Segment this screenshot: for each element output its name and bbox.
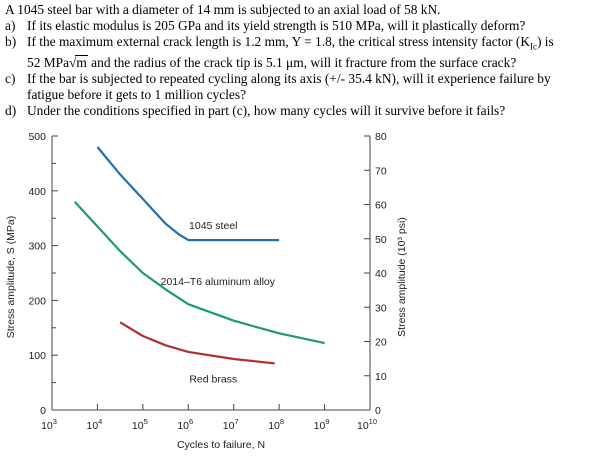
right-tick-label: 50 bbox=[375, 234, 387, 246]
bottom-tick-label: 1010 bbox=[357, 417, 377, 432]
tick-exponent: 4 bbox=[98, 417, 102, 426]
question-b-text-line1-end: ) is bbox=[537, 34, 554, 49]
problem-intro: A 1045 steel bar with a diameter of 14 m… bbox=[5, 2, 441, 17]
left-tick-label: 100 bbox=[28, 350, 46, 362]
bottom-tick-label: 107 bbox=[223, 417, 239, 432]
series-annotation: Red brass bbox=[189, 374, 237, 386]
right-tick-label: 60 bbox=[375, 200, 387, 212]
right-tick-label: 30 bbox=[375, 302, 387, 314]
question-a-label: a) bbox=[5, 18, 16, 33]
series-line-1045-steel bbox=[96, 146, 280, 242]
bottom-tick-label: 103 bbox=[41, 417, 57, 432]
sqrt-symbol: √ bbox=[69, 54, 77, 70]
sqrt-radicand: m bbox=[75, 54, 88, 70]
question-c-text-line1: If the bar is subjected to repeated cycl… bbox=[27, 70, 551, 86]
problem-statement: A 1045 steel bar with a diameter of 14 m… bbox=[5, 2, 605, 119]
question-d-label: d) bbox=[5, 102, 17, 118]
question-b-text-line1: If the maximum external crack length is … bbox=[27, 34, 530, 49]
question-b-label: b) bbox=[5, 34, 17, 49]
left-tick-label: 400 bbox=[28, 186, 46, 198]
bottom-tick-label: 108 bbox=[268, 417, 284, 432]
question-b-text-line2: and the radius of the crack tip is 5.1 μ… bbox=[87, 54, 517, 70]
y-axis-title-right: Stress amplitude (10³ psi) bbox=[396, 217, 408, 337]
right-tick-label: 20 bbox=[375, 337, 387, 349]
left-tick-label: 300 bbox=[28, 241, 46, 253]
question-d-text: Under the conditions specified in part (… bbox=[27, 102, 506, 118]
right-tick-label: 0 bbox=[375, 405, 381, 417]
question-a-text: If its elastic modulus is 205 GPa and it… bbox=[27, 18, 526, 33]
tick-exponent: 6 bbox=[189, 417, 193, 426]
bottom-tick-label: 105 bbox=[132, 417, 148, 432]
tick-exponent: 3 bbox=[53, 417, 57, 426]
bottom-tick-label: 106 bbox=[177, 417, 193, 432]
tick-exponent: 10 bbox=[369, 417, 377, 426]
left-tick-label: 500 bbox=[28, 131, 46, 143]
question-c-text-line2: fatigue before it gets to 1 million cycl… bbox=[27, 86, 247, 102]
question-b: b) If the maximum external crack length … bbox=[5, 34, 605, 71]
series-line-red-brass bbox=[119, 321, 275, 365]
kic-value: 52 MPa bbox=[27, 54, 70, 70]
series-annotation: 1045 steel bbox=[189, 220, 237, 232]
right-tick-label: 70 bbox=[375, 165, 387, 177]
bottom-tick-label: 109 bbox=[314, 417, 330, 432]
question-c-label: c) bbox=[5, 70, 16, 86]
chart-axes bbox=[51, 135, 371, 411]
tick-exponent: 9 bbox=[325, 417, 329, 426]
tick-exponent: 5 bbox=[144, 417, 148, 426]
question-c: c) If the bar is subjected to repeated c… bbox=[5, 71, 605, 103]
y-axis-title-left: Stress amplitude, S (MPa) bbox=[5, 216, 17, 339]
bottom-tick-label: 104 bbox=[86, 417, 102, 432]
x-axis-title: Cycles to failure, N bbox=[177, 439, 265, 451]
series-line-2014-t6-aluminum-alloy bbox=[73, 201, 325, 345]
left-tick-label: 0 bbox=[40, 405, 46, 417]
right-tick-label: 40 bbox=[375, 268, 387, 280]
left-tick-label: 200 bbox=[28, 295, 46, 307]
kic-subscript: Ic bbox=[530, 41, 537, 52]
series-annotation: 2014–T6 aluminum alloy bbox=[161, 276, 276, 288]
tick-exponent: 7 bbox=[234, 417, 238, 426]
chart-series bbox=[73, 146, 325, 365]
question-a: a) If its elastic modulus is 205 GPa and… bbox=[5, 18, 605, 34]
question-d: d) Under the conditions specified in par… bbox=[5, 103, 605, 119]
right-tick-label: 80 bbox=[375, 131, 387, 143]
tick-exponent: 8 bbox=[280, 417, 284, 426]
right-tick-label: 10 bbox=[375, 371, 387, 383]
